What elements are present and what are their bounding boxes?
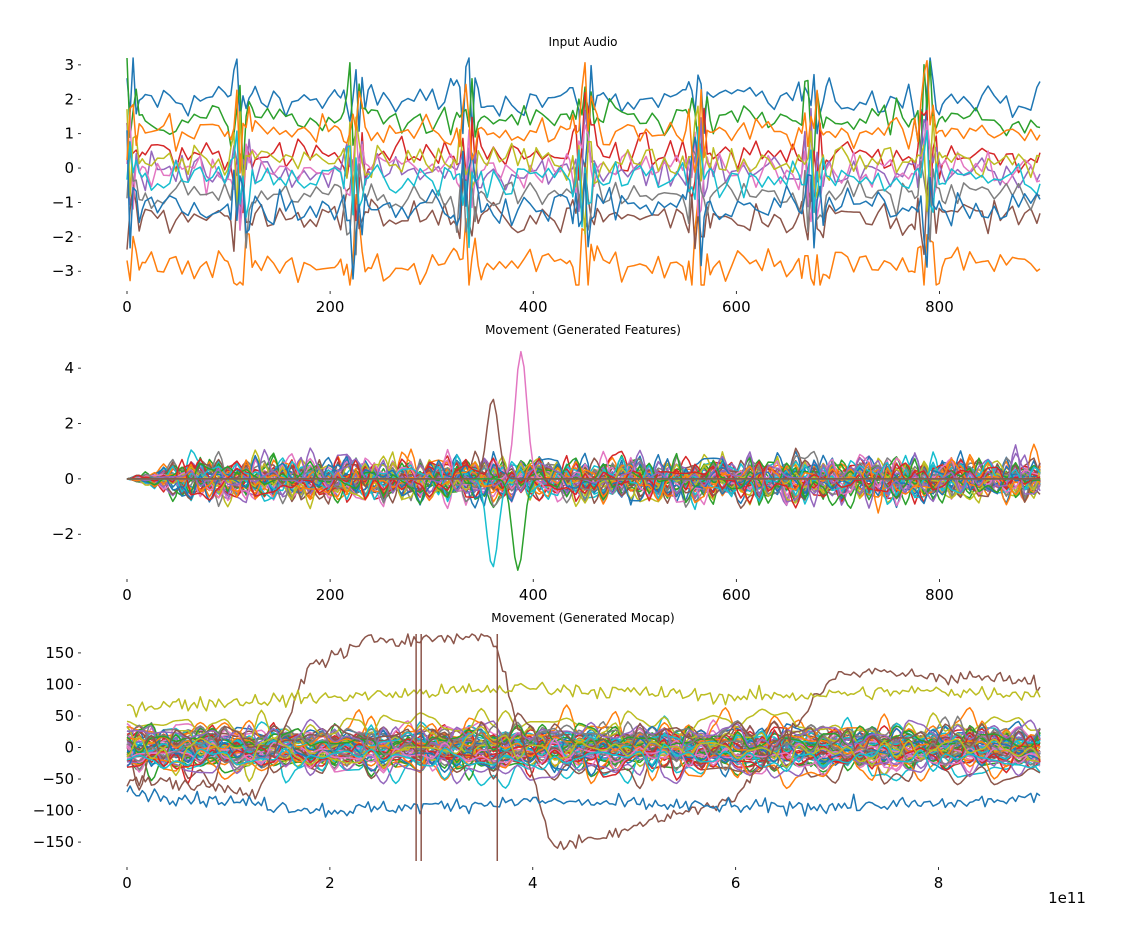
- series-line: [126, 130, 1041, 280]
- y-tick-label: 2: [64, 90, 74, 108]
- x-tick-label: 800: [925, 298, 954, 316]
- y-tick-label: −2: [52, 228, 74, 246]
- series-line: [126, 725, 1041, 777]
- series-line: [126, 57, 1041, 174]
- series-line: [126, 194, 1041, 286]
- series-line: [126, 450, 1041, 508]
- x-tick-label: 0: [122, 586, 132, 604]
- x-tick-label: 200: [316, 586, 345, 604]
- x-tick-label: 4: [528, 874, 538, 892]
- subplot-generated-features: Movement (Generated Features) 4 2 0 −2 0 200…: [52, 323, 1041, 604]
- subplot-title: Input Audio: [549, 35, 618, 49]
- x-tick-label: 2: [325, 874, 335, 892]
- subplot-title: Movement (Generated Features): [485, 323, 681, 337]
- series-lines: [126, 350, 1041, 571]
- series-line: [127, 740, 1041, 785]
- x-tick-labels: 0 2 4 6 8: [122, 867, 943, 892]
- subplot-generated-mocap: Movement (Generated Mocap) 150 100 50 0 −50 −…: [33, 611, 1086, 907]
- series-lines: [126, 57, 1041, 286]
- peak-line: [127, 398, 1040, 480]
- series-line: [126, 91, 1041, 234]
- y-tick-label: 0: [64, 470, 74, 488]
- y-tick-label: −3: [52, 262, 74, 280]
- series-line: [126, 105, 1041, 235]
- series-line: [126, 57, 1041, 169]
- y-tick-labels: 4 2 0 −2: [52, 359, 81, 543]
- y-tick-labels: 150 100 50 0 −50 −100 −150: [33, 644, 81, 851]
- y-tick-label: −100: [33, 802, 74, 820]
- highlighted-series-line: [126, 785, 1041, 818]
- highlighted-series-line: [126, 633, 1041, 851]
- y-tick-label: 50: [55, 707, 74, 725]
- x-tick-label: 400: [519, 586, 548, 604]
- x-tick-label: 8: [934, 874, 944, 892]
- series-line: [126, 457, 1041, 510]
- series-line: [127, 457, 1041, 509]
- y-tick-label: −1: [52, 193, 74, 211]
- y-tick-labels: 3 2 1 0 −1 −2 −3: [52, 56, 81, 280]
- subplot-title: Movement (Generated Mocap): [491, 611, 674, 625]
- x-tick-label: 6: [731, 874, 741, 892]
- x-tick-label: 400: [519, 298, 548, 316]
- y-tick-label: 3: [64, 56, 74, 74]
- x-tick-labels: 0 200 400 600 800: [122, 579, 954, 604]
- x-tick-label: 800: [925, 586, 954, 604]
- series-line: [126, 738, 1041, 791]
- x-tick-label: 600: [722, 298, 751, 316]
- x-tick-label: 0: [122, 298, 132, 316]
- y-tick-label: −2: [52, 525, 74, 543]
- series-lines: [126, 633, 1041, 861]
- y-tick-label: 0: [64, 739, 74, 757]
- y-tick-label: −150: [33, 833, 74, 851]
- x-tick-label: 600: [722, 586, 751, 604]
- highlighted-series-line: [126, 681, 1041, 718]
- x-tick-labels: 0 200 400 600 800: [122, 291, 954, 316]
- y-tick-label: 100: [45, 675, 74, 693]
- x-tick-label: 0: [122, 874, 132, 892]
- y-tick-label: 2: [64, 415, 74, 433]
- series-line: [126, 111, 1041, 231]
- y-tick-label: 0: [64, 159, 74, 177]
- series-line: [126, 743, 1041, 773]
- y-tick-label: 150: [45, 644, 74, 662]
- y-tick-label: 4: [64, 359, 74, 377]
- y-tick-label: −50: [42, 770, 74, 788]
- x-tick-label: 200: [316, 298, 345, 316]
- x-axis-offset-label: 1e11: [1048, 889, 1086, 907]
- series-line: [126, 59, 1041, 174]
- subplot-input-audio: Input Audio 3 2 1 0 −1 −2 −3 0 200 400 600 800: [52, 35, 1041, 316]
- y-tick-label: 1: [64, 125, 74, 143]
